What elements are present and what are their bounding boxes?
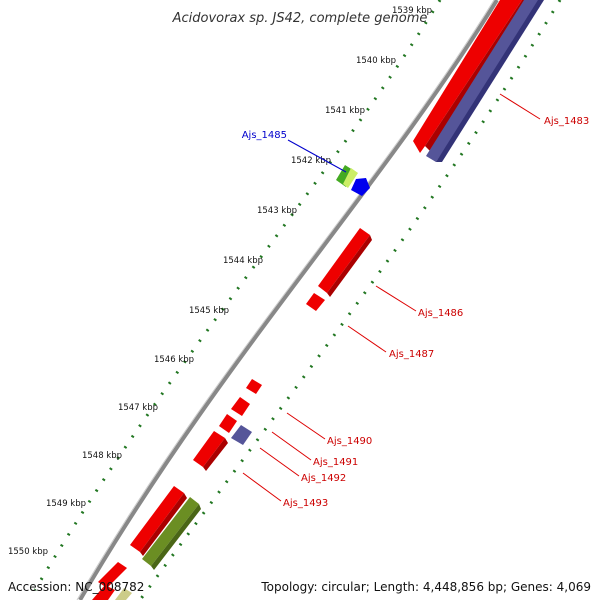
- backbone-arc: [78, 0, 499, 600]
- tick-label-1540: 1540 kbp: [356, 56, 396, 66]
- gene-ajs-1487[interactable]: [306, 293, 325, 311]
- tick-label-1547: 1547 kbp: [118, 403, 158, 413]
- gene-yellow-1542: [343, 168, 358, 188]
- gene-red-1549[interactable]: [130, 486, 184, 552]
- gene-ajs-1491[interactable]: [231, 397, 250, 416]
- gene-olive-1549-shade: [151, 504, 201, 570]
- gene-label-ajs-1483[interactable]: Ajs_1483: [544, 116, 589, 127]
- gene-ajs-1483[interactable]: [426, 0, 540, 162]
- tick-label-1539: 1539 kbp: [392, 6, 432, 16]
- gene-ajs-1493[interactable]: [193, 431, 225, 467]
- tick-labels: 1539 kbp 1540 kbp 1541 kbp 1542 kbp 1543 kbp…: [8, 6, 432, 557]
- outer-ruler: [33, 0, 442, 591]
- backbone-arc-highlight: [76, 0, 495, 600]
- gene-red-1549-shade: [140, 493, 187, 556]
- tick-label-1543: 1543 kbp: [257, 206, 297, 216]
- gene-ajs-1486-shade: [327, 235, 372, 297]
- map-title: Acidovorax sp. JS42, complete genome: [172, 11, 428, 26]
- gene-label-ajs-1490[interactable]: Ajs_1490: [327, 436, 372, 447]
- gene-red-bottom-2[interactable]: [92, 585, 115, 600]
- tick-label-1550: 1550 kbp: [8, 547, 48, 557]
- gene-ajs-1485[interactable]: [351, 178, 370, 196]
- tick-label-1546: 1546 kbp: [154, 355, 194, 365]
- gene-ajs-1490[interactable]: [246, 379, 262, 394]
- gene-olive-bottom[interactable]: [115, 588, 132, 600]
- accession-text: Accession: NC_008782: [8, 580, 145, 594]
- tick-label-1545: 1545 kbp: [189, 306, 229, 316]
- gene-red-bottom-1[interactable]: [98, 562, 127, 588]
- inner-ruler: [138, 0, 562, 600]
- gene-red-top[interactable]: [413, 0, 522, 153]
- gene-label-ajs-1487[interactable]: Ajs_1487: [389, 349, 434, 360]
- tick-label-1542: 1542 kbp: [291, 156, 331, 166]
- tick-label-1544: 1544 kbp: [223, 256, 263, 266]
- tick-label-1541: 1541 kbp: [325, 106, 365, 116]
- gene-label-ajs-1492[interactable]: Ajs_1492: [301, 473, 346, 484]
- gene-label-ajs-1491[interactable]: Ajs_1491: [313, 457, 358, 468]
- leader-lines: [242, 93, 541, 502]
- gene-ajs-1492-purple[interactable]: [231, 425, 252, 445]
- gene-label-ajs-1493[interactable]: Ajs_1493: [283, 498, 328, 509]
- gene-ajs-1493-shade: [203, 438, 228, 471]
- gene-ajs-1486[interactable]: [318, 228, 370, 293]
- gene-olive-1549[interactable]: [142, 497, 199, 566]
- gene-ajs-1492[interactable]: [219, 414, 237, 433]
- gene-ajs-1483-shade: [436, 0, 544, 162]
- gene-label-ajs-1486[interactable]: Ajs_1486: [418, 308, 463, 319]
- genome-summary-text: Topology: circular; Length: 4,448,856 bp…: [261, 580, 591, 594]
- gene-label-ajs-1485[interactable]: Ajs_1485: [242, 130, 287, 141]
- tick-label-1549: 1549 kbp: [46, 499, 86, 509]
- tick-label-1548: 1548 kbp: [82, 451, 122, 461]
